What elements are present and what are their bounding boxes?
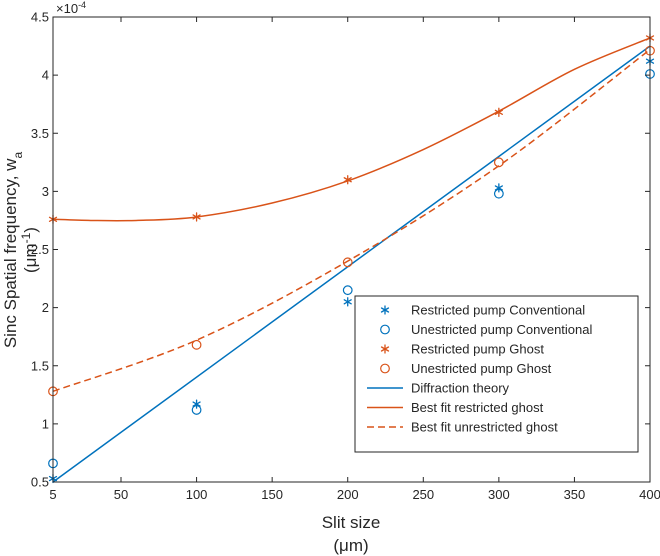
data-point-s3-3: [493, 157, 504, 168]
data-point-s0-3: [494, 183, 503, 193]
x-axis-unit: (μm): [333, 536, 368, 555]
y-exponent-label: ×10-4: [56, 0, 86, 16]
data-point-s1-2: [342, 285, 353, 296]
series-markers: [48, 33, 655, 484]
y-tick-label: 0.5: [31, 475, 49, 490]
legend-item-4: Diffraction theory: [367, 381, 510, 396]
x-tick-label: 300: [488, 487, 510, 502]
legend-label: Best fit restricted ghost: [411, 400, 544, 415]
data-point-s0-1: [192, 399, 201, 409]
legend: Restricted pump Conventional Unestricted …: [354, 295, 639, 453]
series-line-5: [52, 37, 651, 222]
legend-item-5: Best fit restricted ghost: [367, 400, 544, 415]
legend-swatch: [380, 324, 390, 335]
y-tick-label: 1.5: [31, 358, 49, 373]
x-tick-label: 5: [49, 487, 56, 502]
legend-label: Unestricted pump Conventional: [411, 322, 592, 337]
y-tick-label: 1: [42, 416, 49, 431]
x-tick-label: 50: [114, 487, 128, 502]
axis-ticks: [52, 16, 651, 483]
y-tick-label: 2: [42, 300, 49, 315]
legend-swatch: [380, 363, 390, 374]
y-tick-label: 4: [42, 68, 49, 83]
y-axis-title-group: Sinc Spatial frequency, wa: [1, 152, 25, 349]
data-point-s0-2: [343, 297, 352, 307]
x-tick-label: 150: [261, 487, 283, 502]
x-tick-labels: 5 50 100 150 200 250 300 350 400: [49, 487, 660, 502]
legend-label: Best fit unrestricted ghost: [411, 420, 558, 435]
data-point-s3-2: [342, 257, 353, 268]
y-tick-label: 4.5: [31, 10, 49, 25]
y-tick-labels: 0.5 1 1.5 2 2.5 3 3.5 4 4.5: [31, 10, 49, 490]
legend-label: Diffraction theory: [411, 381, 510, 396]
legend-item-1: Unestricted pump Conventional: [380, 322, 592, 337]
legend-items: Restricted pump Conventional Unestricted …: [367, 303, 592, 435]
legend-item-6: Best fit unrestricted ghost: [367, 420, 558, 435]
legend-label: Restricted pump Conventional: [411, 303, 585, 318]
legend-label: Restricted pump Ghost: [411, 342, 544, 357]
legend-box: [354, 295, 639, 453]
y-tick-label: 3.5: [31, 126, 49, 141]
legend-swatch: [380, 344, 390, 354]
legend-item-0: Restricted pump Conventional: [380, 303, 585, 318]
x-tick-label: 400: [639, 487, 660, 502]
y-axis-unit-group: (μm-1): [19, 227, 40, 273]
x-tick-label: 100: [186, 487, 208, 502]
data-point-s3-1: [191, 339, 202, 350]
legend-swatch: [380, 305, 390, 315]
legend-label: Unestricted pump Ghost: [411, 361, 552, 376]
x-tick-label: 350: [564, 487, 586, 502]
y-axis-title: Sinc Spatial frequency, wa: [1, 152, 25, 349]
x-axis-title: Slit size: [322, 513, 381, 532]
y-tick-label: 3: [42, 184, 49, 199]
legend-item-3: Unestricted pump Ghost: [380, 361, 552, 376]
y-axis-unit: (μm-1): [19, 227, 40, 273]
data-point-s2-3: [494, 107, 503, 117]
y-tick-label: 2.5: [31, 242, 49, 257]
data-point-s2-1: [192, 212, 201, 222]
series-line-6: [52, 48, 651, 393]
data-point-s1-1: [191, 405, 202, 415]
x-tick-label: 200: [337, 487, 359, 502]
data-point-s1-3: [493, 188, 504, 199]
legend-item-2: Restricted pump Ghost: [380, 342, 544, 357]
data-point-s2-2: [343, 175, 352, 185]
x-tick-label: 250: [412, 487, 434, 502]
